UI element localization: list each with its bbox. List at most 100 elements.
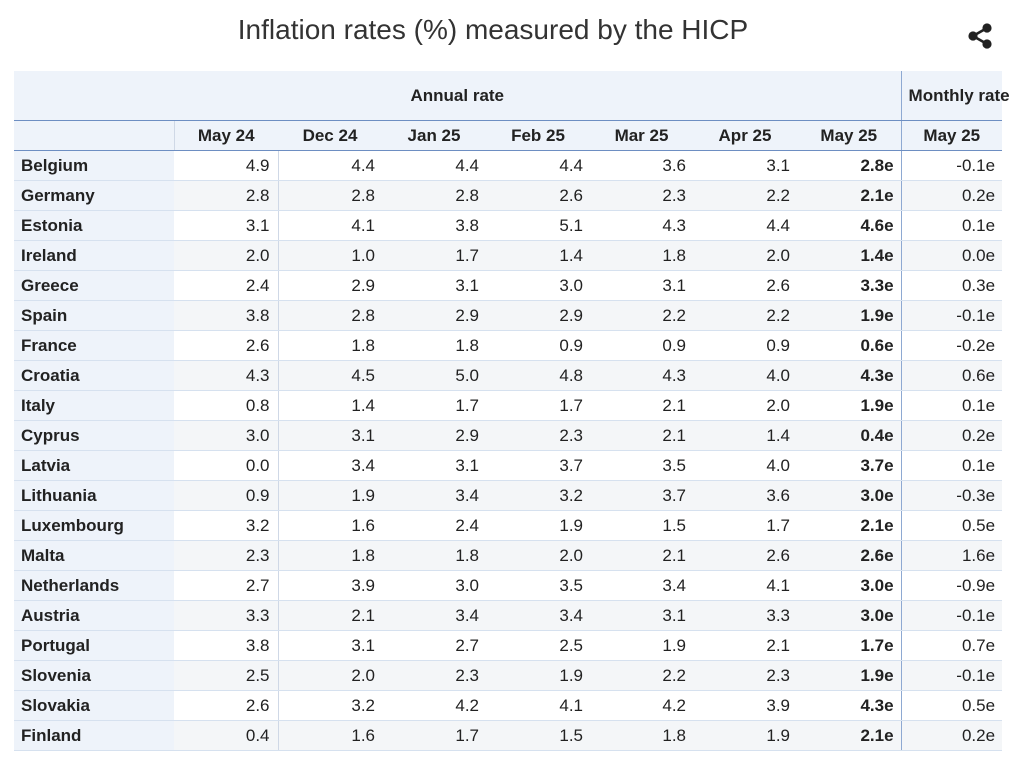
monthly-rate-cell: 0.2e: [900, 720, 1003, 751]
country-cell: Lithuania: [14, 480, 174, 511]
column-header: May 25: [797, 120, 902, 151]
annual-rate-cell: 4.6e: [797, 210, 902, 241]
annual-rate-cell: 1.4e: [797, 240, 902, 271]
annual-rate-cell: 3.1: [382, 270, 486, 301]
country-cell: Malta: [14, 540, 174, 571]
annual-rate-cell: 2.3: [590, 180, 693, 211]
annual-rate-cell: 2.8: [277, 300, 382, 331]
annual-rate-cell: 3.4: [382, 600, 486, 631]
table-row: Lithuania 0.9 1.9 3.4 3.2 3.7 3.6 3.0e -0.3e: [14, 480, 1003, 511]
annual-rate-cell: 3.4: [277, 450, 382, 481]
annual-rate-cell: 3.2: [277, 690, 382, 721]
table-row: Belgium 4.9 4.4 4.4 4.4 3.6 3.1 2.8e -0.1e: [14, 150, 1003, 181]
annual-rate-cell: 2.9: [486, 300, 590, 331]
annual-rate-cell: 2.8: [277, 180, 382, 211]
header-group-row: Annual rate Monthly rate: [14, 71, 1010, 121]
annual-rate-cell: 3.5: [590, 450, 693, 481]
annual-rate-cell: 4.1: [486, 690, 590, 721]
annual-rate-cell: 4.1: [277, 210, 382, 241]
annual-rate-cell: 3.2: [174, 510, 278, 541]
annual-rate-cell: 3.1: [693, 150, 797, 181]
annual-rate-cell: 2.4: [382, 510, 486, 541]
column-header: May 24: [173, 120, 278, 151]
header-column-row: May 24 Dec 24 Jan 25 Feb 25 Mar 25 Apr 2…: [14, 120, 1003, 151]
annual-rate-cell: 3.1: [277, 630, 382, 661]
table-row: Germany 2.8 2.8 2.8 2.6 2.3 2.2 2.1e 0.2e: [14, 180, 1003, 211]
monthly-rate-cell: 0.3e: [900, 270, 1003, 301]
annual-rate-cell: 2.0: [486, 540, 590, 571]
country-cell: Finland: [14, 720, 174, 751]
annual-rate-cell: 0.9: [486, 330, 590, 361]
annual-rate-cell: 2.0: [693, 390, 797, 421]
annual-rate-cell: 4.4: [277, 150, 382, 181]
annual-rate-cell: 2.1: [277, 600, 382, 631]
annual-rate-cell: 4.1: [693, 570, 797, 601]
annual-rate-cell: 2.6: [693, 270, 797, 301]
annual-rate-cell: 1.9e: [797, 390, 902, 421]
annual-rate-cell: 2.6: [693, 540, 797, 571]
annual-rate-cell: 2.8: [382, 180, 486, 211]
monthly-rate-cell: -0.9e: [900, 570, 1003, 601]
annual-rate-cell: 1.7: [382, 390, 486, 421]
column-header: Apr 25: [693, 120, 797, 151]
country-cell: Portugal: [14, 630, 174, 661]
monthly-rate-cell: -0.2e: [900, 330, 1003, 361]
table-row: Latvia 0.0 3.4 3.1 3.7 3.5 4.0 3.7e 0.1e: [14, 450, 1003, 481]
annual-rate-cell: 2.2: [590, 300, 693, 331]
annual-rate-cell: 3.2: [486, 480, 590, 511]
annual-rate-cell: 2.1: [693, 630, 797, 661]
annual-rate-cell: 1.6: [277, 510, 382, 541]
annual-rate-cell: 2.1e: [797, 720, 902, 751]
annual-rate-cell: 3.0e: [797, 570, 902, 601]
monthly-rate-cell: 0.1e: [900, 450, 1003, 481]
monthly-rate-cell: 0.6e: [900, 360, 1003, 391]
table-row: Croatia 4.3 4.5 5.0 4.8 4.3 4.0 4.3e 0.6e: [14, 360, 1003, 391]
column-header: Dec 24: [278, 120, 382, 151]
annual-rate-cell: 3.7: [590, 480, 693, 511]
country-cell: Netherlands: [14, 570, 174, 601]
annual-rate-cell: 3.8: [382, 210, 486, 241]
monthly-rate-cell: 0.2e: [900, 420, 1003, 451]
annual-rate-cell: 1.4: [693, 420, 797, 451]
country-cell: Cyprus: [14, 420, 174, 451]
annual-rate-cell: 1.0: [277, 240, 382, 271]
column-header: May 25: [901, 120, 1003, 151]
table-row: Slovakia 2.6 3.2 4.2 4.1 4.2 3.9 4.3e 0.5e: [14, 690, 1003, 721]
annual-rate-cell: 2.7: [174, 570, 278, 601]
inflation-table: Annual rate Monthly rate May 24 Dec 24 J…: [14, 71, 1010, 751]
annual-rate-cell: 1.9: [277, 480, 382, 511]
annual-rate-cell: 4.5: [277, 360, 382, 391]
annual-rate-cell: 2.7: [382, 630, 486, 661]
monthly-rate-cell: 0.0e: [900, 240, 1003, 271]
country-cell: Germany: [14, 180, 174, 211]
annual-rate-cell: 1.6: [277, 720, 382, 751]
annual-rate-cell: 4.0: [693, 360, 797, 391]
country-cell: Croatia: [14, 360, 174, 391]
country-cell: Greece: [14, 270, 174, 301]
annual-rate-cell: 3.8: [174, 300, 278, 331]
annual-rate-cell: 3.1: [590, 600, 693, 631]
annual-rate-cell: 1.7: [382, 240, 486, 271]
annual-rate-cell: 1.9: [693, 720, 797, 751]
annual-rate-cell: 2.2: [590, 660, 693, 691]
annual-rate-cell: 3.5: [486, 570, 590, 601]
annual-rate-cell: 5.1: [486, 210, 590, 241]
annual-rate-cell: 3.1: [277, 420, 382, 451]
annual-rate-cell: 2.5: [486, 630, 590, 661]
annual-rate-cell: 1.8: [590, 240, 693, 271]
share-button[interactable]: [964, 20, 996, 52]
annual-rate-cell: 2.0: [693, 240, 797, 271]
column-header: Jan 25: [382, 120, 486, 151]
annual-rate-cell: 1.7: [486, 390, 590, 421]
annual-rate-cell: 3.3: [693, 600, 797, 631]
annual-rate-cell: 2.0: [277, 660, 382, 691]
monthly-rate-cell: 0.2e: [900, 180, 1003, 211]
annual-rate-cell: 3.8: [174, 630, 278, 661]
annual-rate-cell: 2.1e: [797, 180, 902, 211]
table-row: Spain 3.8 2.8 2.9 2.9 2.2 2.2 1.9e -0.1e: [14, 300, 1003, 331]
country-column-header: [14, 120, 174, 151]
annual-rate-cell: 1.4: [277, 390, 382, 421]
annual-rate-cell: 1.7e: [797, 630, 902, 661]
country-cell: France: [14, 330, 174, 361]
annual-rate-cell: 3.0: [382, 570, 486, 601]
